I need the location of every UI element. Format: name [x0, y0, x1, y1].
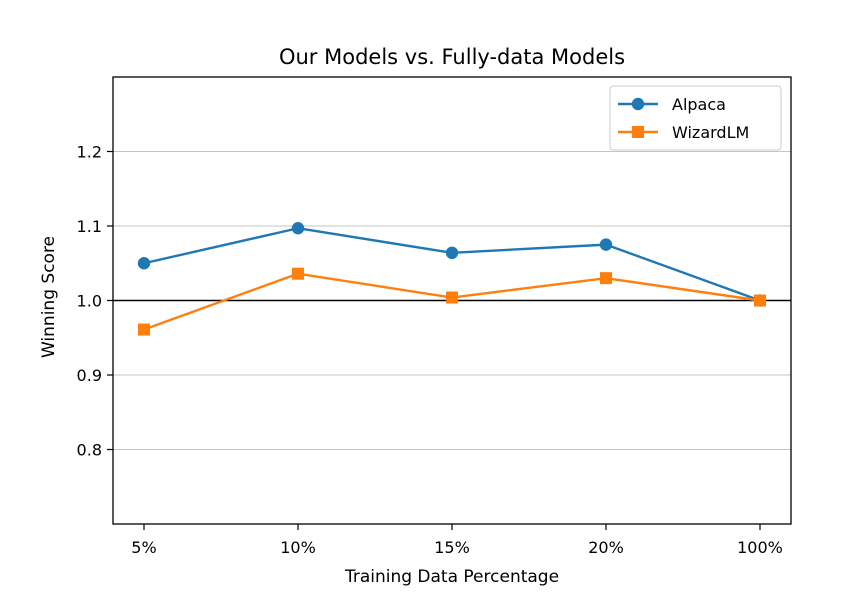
legend-label-wizardlm: WizardLM — [672, 123, 749, 142]
y-tick-label: 1.0 — [77, 292, 102, 311]
y-tick-label: 1.2 — [77, 143, 102, 162]
data-point-wizardlm — [754, 294, 766, 307]
series-line-alpaca — [143, 227, 761, 302]
x-tick-label: 100% — [737, 538, 783, 557]
y-tick-label: 0.9 — [77, 366, 102, 385]
legend-label-alpaca: Alpaca — [672, 95, 726, 114]
series-group — [137, 222, 767, 336]
x-axis-label: Training Data Percentage — [344, 567, 559, 587]
y-axis-label: Winning Score — [39, 236, 59, 358]
series-wizardlm — [138, 267, 766, 336]
x-tick-label: 20% — [588, 538, 624, 557]
data-point-alpaca — [137, 257, 151, 270]
legend: Alpaca WizardLM — [609, 85, 782, 151]
x-tick-label: 10% — [280, 538, 316, 557]
data-point-wizardlm — [138, 323, 150, 336]
data-point-wizardlm — [292, 267, 304, 280]
legend-frame — [609, 85, 782, 151]
x-tick-label: 5% — [131, 538, 156, 557]
x-tick-label: 15% — [434, 538, 470, 557]
y-tick-label: 0.8 — [77, 441, 102, 460]
data-point-wizardlm — [446, 291, 458, 304]
y-axis-ticks: 0.8 0.9 1.0 1.1 1.2 — [77, 143, 113, 460]
data-point-alpaca — [291, 222, 305, 235]
legend-marker-alpaca — [631, 97, 645, 111]
chart-title: Our Models vs. Fully-data Models — [279, 45, 625, 69]
y-tick-label: 1.1 — [77, 217, 102, 236]
data-point-wizardlm — [600, 272, 612, 285]
legend-marker-wizardlm — [632, 126, 644, 138]
x-axis-ticks: 5% 10% 15% 20% 100% — [131, 524, 783, 557]
data-point-alpaca — [599, 238, 613, 251]
data-point-alpaca — [445, 246, 459, 260]
